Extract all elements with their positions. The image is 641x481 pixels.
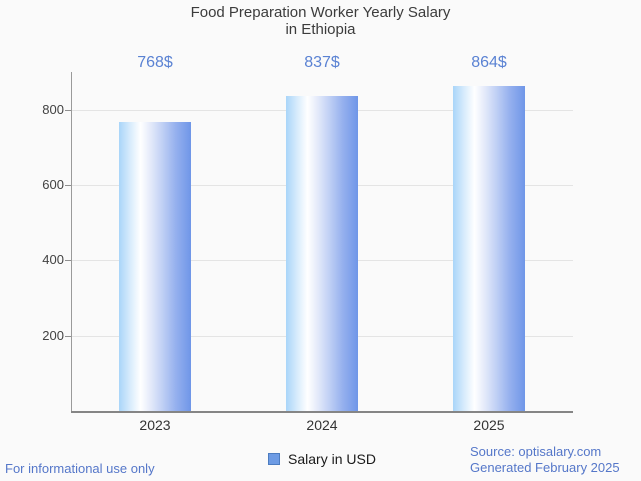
bar-2025[interactable] [453, 86, 525, 411]
y-tick-label: 600 [42, 177, 64, 192]
y-tickmark-200 [65, 336, 71, 337]
y-tick-label: 200 [42, 328, 64, 343]
y-tickmark-400 [65, 260, 71, 261]
x-axis-line [71, 411, 573, 413]
x-axis-label: 2023 [139, 417, 171, 433]
chart-legend: Salary in USD [71, 451, 573, 467]
bar-value-label: 837$ [304, 54, 340, 71]
source-text: Source: optisalary.com [470, 444, 602, 459]
bar-2024[interactable] [286, 96, 358, 411]
bar-value-label: 768$ [137, 54, 173, 71]
chart-title-line1: Food Preparation Worker Yearly Salary [190, 4, 451, 21]
chart-title: Food Preparation Worker Yearly Salary in… [0, 4, 641, 38]
disclaimer-text: For informational use only [5, 461, 155, 476]
y-tickmark-600 [65, 185, 71, 186]
chart-title-line2: in Ethiopia [285, 21, 356, 38]
legend-swatch-icon [268, 453, 281, 465]
x-axis-label: 2025 [473, 417, 505, 433]
bar-2023[interactable] [119, 122, 191, 411]
bar-value-label: 864$ [471, 54, 507, 71]
x-axis-label: 2024 [306, 417, 338, 433]
source-block: Source: optisalary.com Generated Februar… [470, 444, 620, 475]
legend-label: Salary in USD [288, 451, 376, 467]
y-tick-label: 400 [42, 252, 64, 267]
generated-text: Generated February 2025 [470, 459, 620, 475]
y-axis-line [71, 72, 72, 412]
y-tick-label: 800 [42, 102, 64, 117]
y-tickmark-800 [65, 110, 71, 111]
